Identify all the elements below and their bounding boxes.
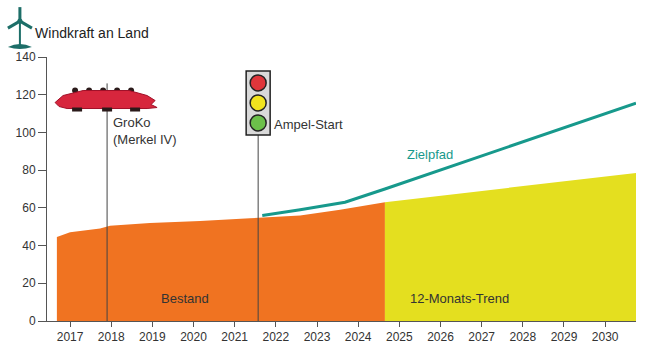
svg-text:GroKo(Merkel IV): GroKo(Merkel IV) — [113, 115, 177, 147]
svg-text:Bestand: Bestand — [161, 291, 209, 306]
svg-text:80: 80 — [22, 163, 36, 177]
svg-text:2021: 2021 — [221, 330, 248, 344]
svg-text:12-Monats-Trend: 12-Monats-Trend — [410, 291, 509, 306]
svg-text:100: 100 — [16, 126, 36, 140]
svg-text:2018: 2018 — [98, 330, 125, 344]
svg-text:2024: 2024 — [345, 330, 372, 344]
svg-text:120: 120 — [16, 88, 36, 102]
svg-text:2026: 2026 — [427, 330, 454, 344]
svg-text:Zielpfad: Zielpfad — [407, 147, 453, 162]
svg-text:2029: 2029 — [551, 330, 578, 344]
svg-text:2023: 2023 — [304, 330, 331, 344]
svg-text:40: 40 — [22, 239, 36, 253]
svg-text:2020: 2020 — [180, 330, 207, 344]
svg-text:60: 60 — [22, 201, 36, 215]
svg-text:2028: 2028 — [509, 330, 536, 344]
svg-text:2027: 2027 — [468, 330, 495, 344]
svg-text:2030: 2030 — [592, 330, 619, 344]
svg-text:Windkraft an Land: Windkraft an Land — [35, 25, 149, 41]
svg-text:140: 140 — [16, 50, 36, 64]
svg-text:2025: 2025 — [386, 330, 413, 344]
svg-text:20: 20 — [22, 276, 36, 290]
svg-text:2017: 2017 — [57, 330, 84, 344]
svg-text:0: 0 — [29, 314, 36, 328]
svg-text:Ampel-Start: Ampel-Start — [274, 117, 343, 132]
svg-text:2022: 2022 — [262, 330, 289, 344]
svg-text:2019: 2019 — [139, 330, 166, 344]
